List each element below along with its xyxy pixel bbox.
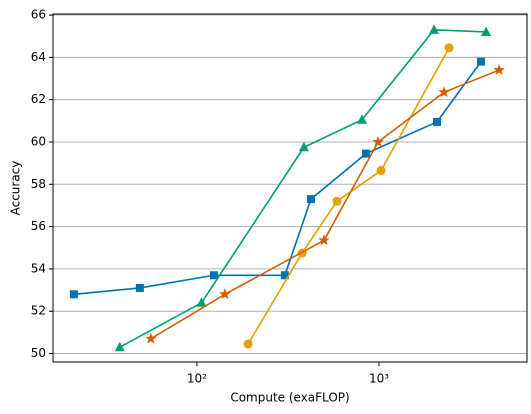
y-tick-label: 62 (31, 92, 46, 106)
y-tick-label: 66 (31, 8, 46, 22)
triangle-marker (481, 26, 492, 36)
star-marker (372, 135, 384, 147)
y-tick-label: 64 (31, 50, 46, 64)
square-marker (477, 57, 486, 66)
triangle-marker (114, 341, 125, 352)
series-line (150, 69, 500, 340)
y-tick-label: 58 (31, 177, 46, 191)
triangle-marker (298, 141, 309, 152)
x-tick-label: 10³ (369, 372, 389, 386)
square-marker (280, 271, 289, 280)
star-marker (145, 332, 157, 344)
square-marker (361, 149, 370, 158)
series-line (73, 61, 482, 296)
star-marker (493, 64, 505, 75)
circle-marker (376, 166, 386, 176)
x-axis-label: Compute (exaFLOP) (230, 391, 349, 405)
x-tick-label: 10² (187, 372, 207, 386)
plot-frame (52, 13, 528, 363)
y-tick-label: 50 (31, 346, 46, 360)
circle-marker (444, 43, 454, 53)
triangle-marker (357, 114, 368, 124)
square-marker (69, 290, 78, 299)
y-tick-label: 56 (31, 219, 46, 233)
circle-marker (332, 196, 342, 206)
triangle-marker (428, 24, 439, 34)
square-marker (209, 271, 218, 280)
series-line (119, 29, 487, 348)
star-marker (438, 86, 450, 98)
y-tick-label: 52 (31, 304, 46, 318)
square-marker (306, 195, 315, 204)
triangle-marker (196, 297, 207, 307)
y-tick-label: 60 (31, 134, 46, 148)
square-marker (433, 117, 442, 126)
star-marker (219, 288, 231, 300)
y-tick-label: 54 (31, 261, 46, 275)
y-axis-label: Accuracy (9, 161, 23, 216)
square-marker (135, 283, 144, 292)
circle-marker (243, 339, 253, 349)
star-marker (318, 234, 330, 246)
